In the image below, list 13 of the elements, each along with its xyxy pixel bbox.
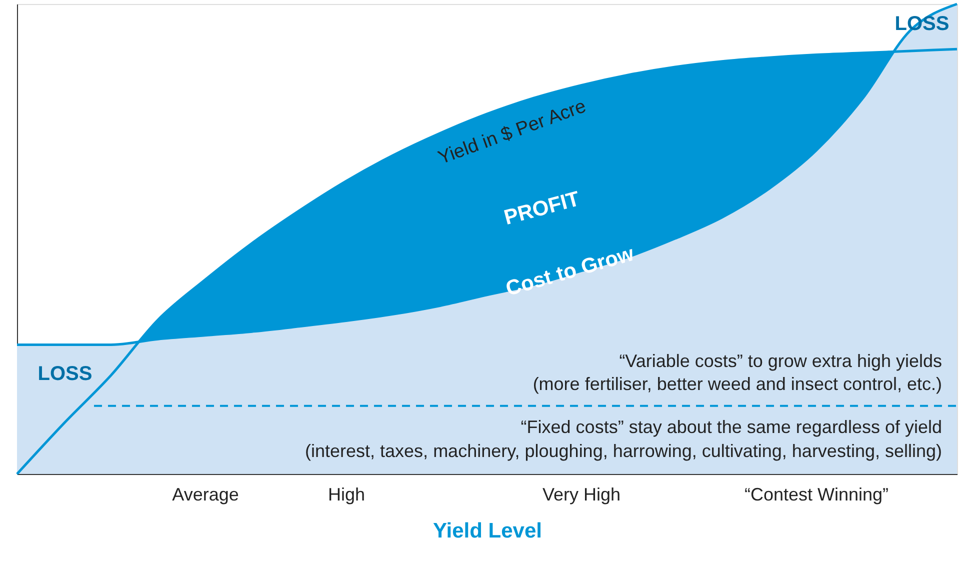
x-axis-title: Yield Level — [433, 520, 542, 542]
text: Cost to Grow — [503, 242, 638, 301]
x-tick-label: “Contest Winning” — [744, 484, 889, 504]
x-tick-label: Very High — [542, 484, 621, 504]
x-tick-label: Average — [172, 484, 239, 504]
annotation: “Variable costs” to grow extra high yields — [619, 351, 942, 371]
annotation: (interest, taxes, machinery, ploughing, harrowing, cultivating, harvesting, selling) — [305, 441, 942, 461]
annotation: LOSS — [38, 363, 92, 385]
series-label: Yield in $ Per Acre — [435, 96, 589, 169]
annotation: PROFIT — [502, 187, 582, 230]
x-tick-label: High — [328, 484, 366, 504]
annotation: (more fertiliser, better weed and insect control, etc.) — [532, 374, 942, 394]
annotation: “Fixed costs” stay about the same regardless of yield — [520, 417, 942, 437]
